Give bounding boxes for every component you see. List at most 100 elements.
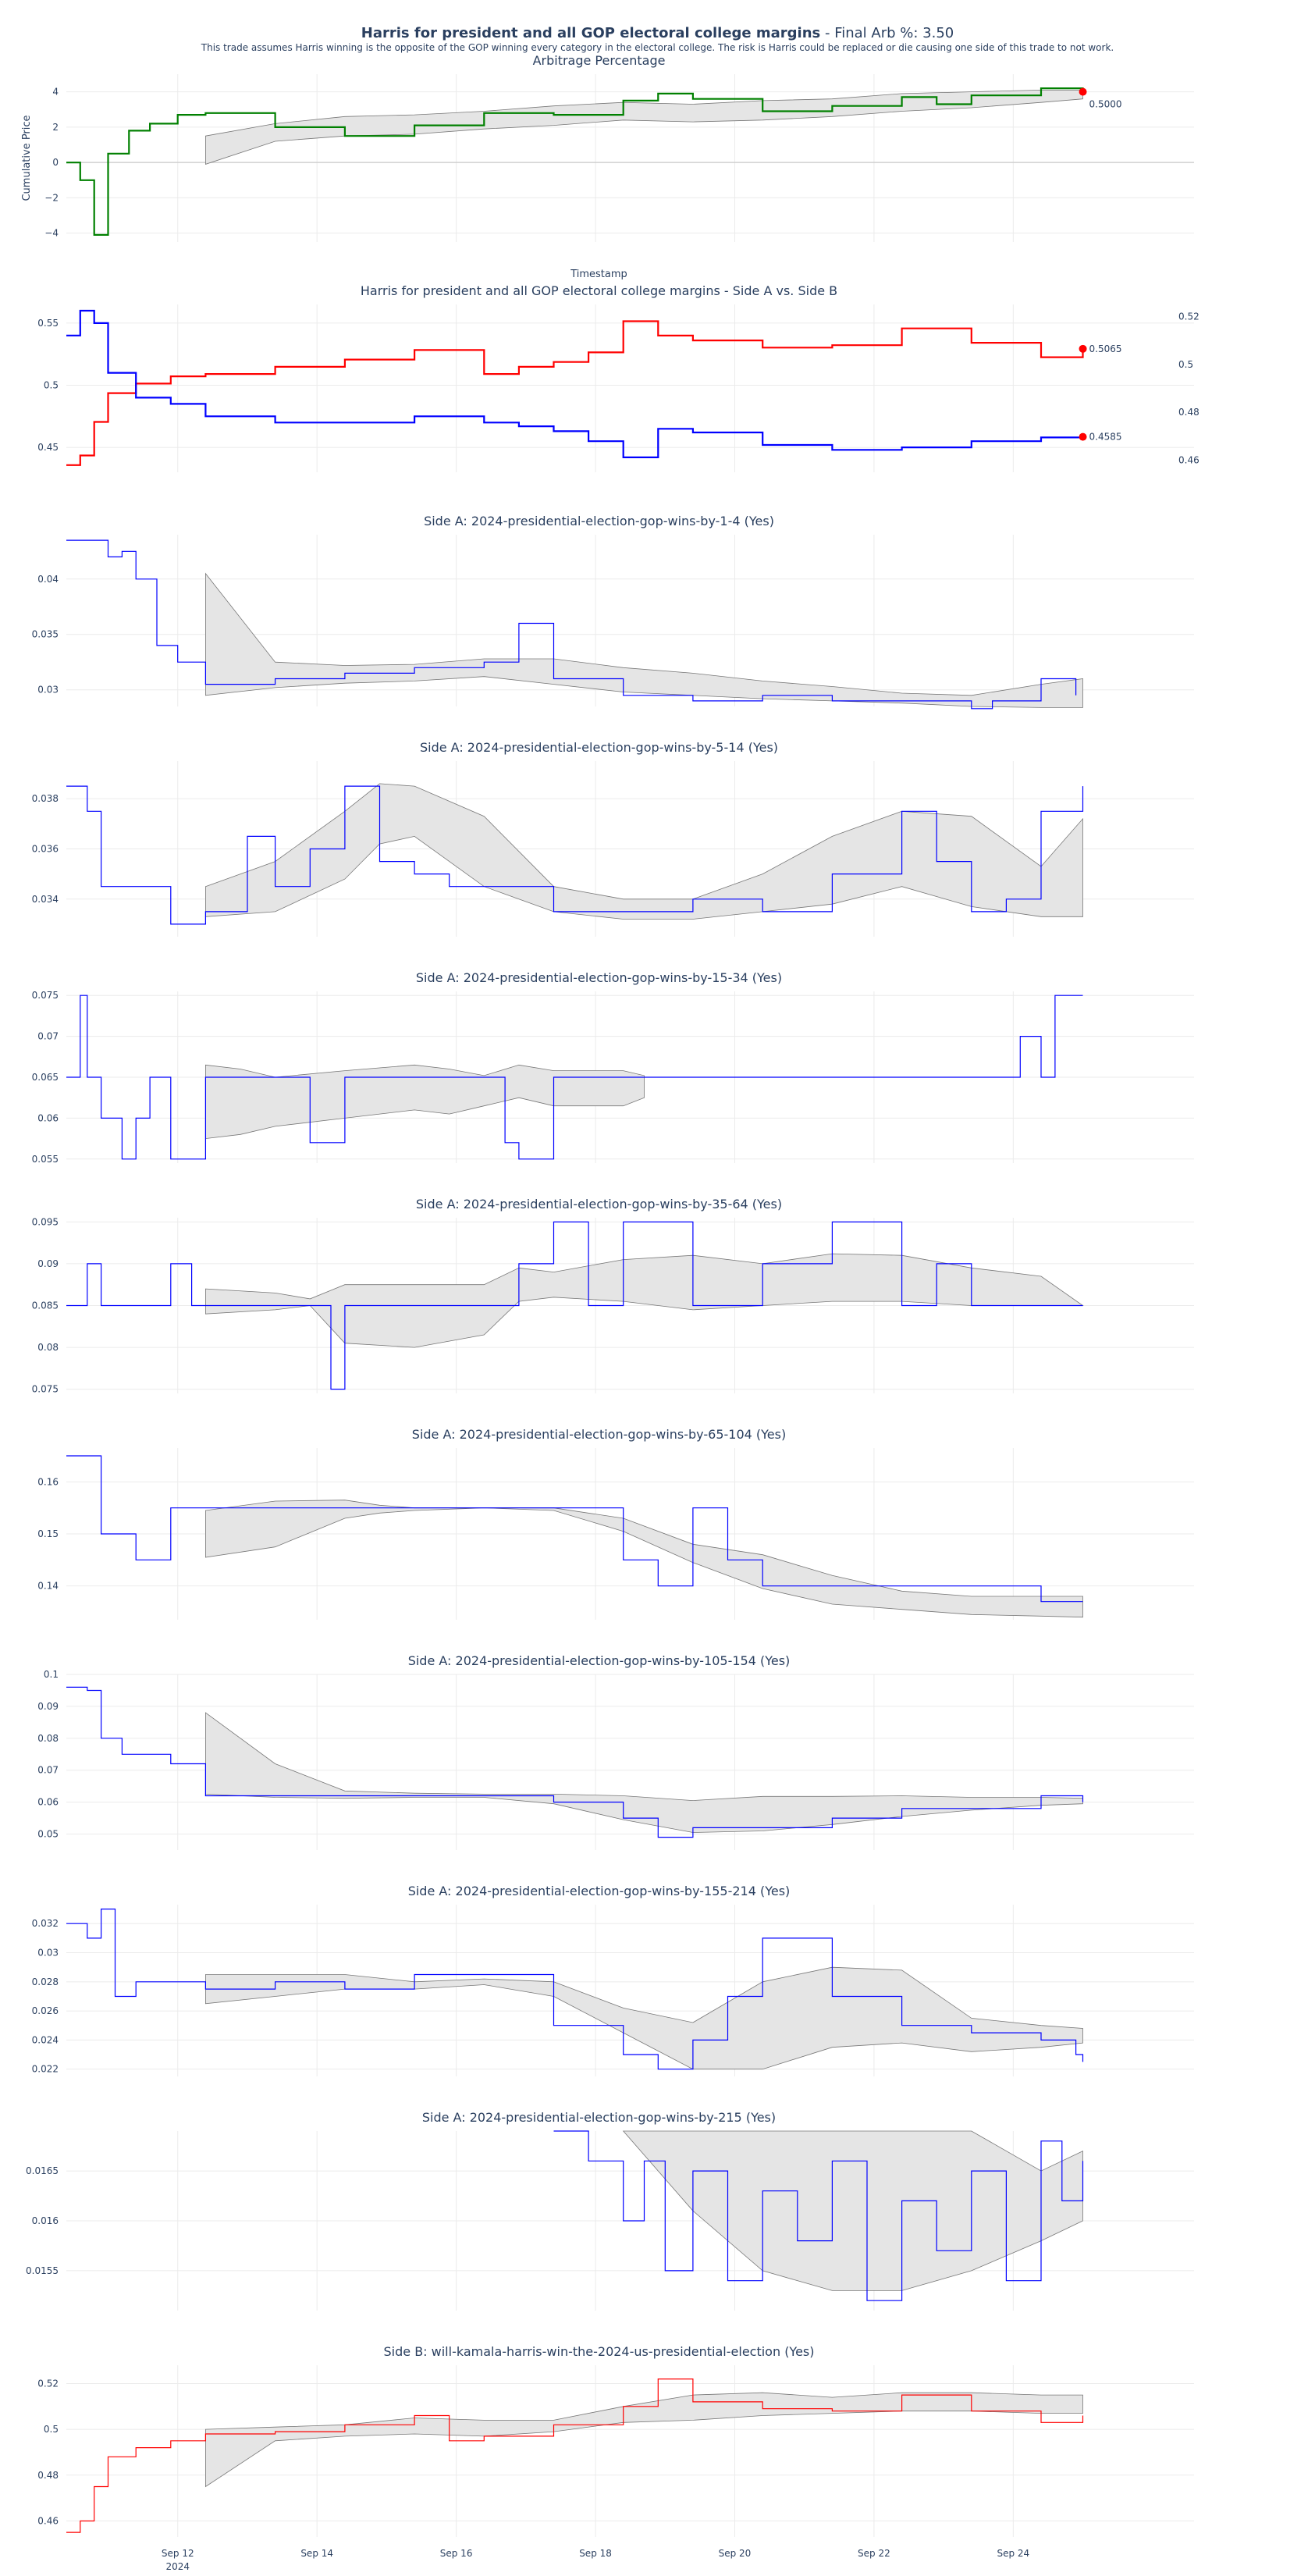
end-value-label: 0.4585: [1089, 432, 1122, 443]
rolling-band: [205, 572, 1083, 708]
y-tick-label: 0.028: [32, 1976, 59, 1987]
y-tick-label: 0.15: [37, 1528, 59, 1539]
y-tick-label: 0.07: [37, 1765, 59, 1776]
chart-panel-6: Side A: 2024-presidential-election-gop-w…: [32, 1197, 1194, 1395]
series-end-marker: [1079, 432, 1087, 441]
y-tick-label: 4: [52, 87, 59, 98]
chart-panel-8: Side A: 2024-presidential-election-gop-w…: [37, 1653, 1194, 1850]
series-line: [66, 87, 1084, 236]
chart-title: Side A: 2024-presidential-election-gop-w…: [416, 1197, 782, 1212]
chart-title: Side A: 2024-presidential-election-gop-w…: [424, 514, 774, 528]
rolling-band: [622, 2130, 1083, 2291]
rolling-band: [205, 1253, 1084, 1348]
chart-panel-11: Side B: will-kamala-harris-win-the-2024-…: [37, 2344, 1194, 2537]
y-tick-label: 0.5: [44, 380, 59, 391]
y-tick-label: 0.075: [32, 1384, 59, 1395]
y-tick-label: 0.016: [32, 2215, 59, 2226]
series-line: [553, 2130, 1084, 2301]
series-line: [66, 785, 1084, 925]
rolling-band: [205, 90, 1083, 165]
y-tick-label: 0.45: [37, 442, 59, 453]
y-tick-label: 0.14: [37, 1581, 59, 1592]
x-tick-label: Sep 20: [719, 2548, 752, 2559]
y-tick-label: 0.036: [32, 844, 59, 855]
chart-title: Side A: 2024-presidential-election-gop-w…: [420, 740, 778, 755]
chart-title: Side A: 2024-presidential-election-gop-w…: [422, 2110, 776, 2125]
y-tick-label: 0.03: [37, 1948, 59, 1959]
end-value-label: 0.5000: [1089, 99, 1122, 110]
y-tick-label: 0.03: [37, 685, 59, 696]
x-tick-label: Sep 18: [579, 2548, 612, 2559]
figure-subtitle: This trade assumes Harris winning is the…: [201, 42, 1114, 53]
y-tick-label: 0.032: [32, 1918, 59, 1929]
chart-panel-10: Side A: 2024-presidential-election-gop-w…: [26, 2110, 1194, 2311]
y-tick-label: 0.08: [37, 1342, 59, 1353]
series-end-marker: [1079, 344, 1087, 353]
y-tick-label: 0.024: [32, 2034, 59, 2045]
y-tick-label: 0.038: [32, 793, 59, 804]
y-tick-label-right: 0.48: [1178, 407, 1199, 418]
x-axis-label: Timestamp: [570, 269, 627, 280]
rolling-band: [205, 1064, 645, 1140]
y-tick-label: 0.095: [32, 1216, 59, 1227]
chart-panel-9: Side A: 2024-presidential-election-gop-w…: [32, 1884, 1194, 2076]
y-tick-label: 0.035: [32, 629, 59, 640]
rolling-band: [205, 1712, 1083, 1833]
rolling-band: [205, 783, 1083, 920]
x-tick-label: Sep 16: [440, 2548, 473, 2559]
y-tick-label: 0.034: [32, 894, 59, 905]
chart-title: Side A: 2024-presidential-election-gop-w…: [408, 1653, 791, 1668]
end-value-label: 0.5065: [1089, 343, 1122, 354]
y-tick-label: 2: [52, 122, 59, 133]
chart-title: Side A: 2024-presidential-election-gop-w…: [408, 1884, 791, 1898]
chart-panel-7: Side A: 2024-presidential-election-gop-w…: [37, 1427, 1194, 1620]
x-tick-label: Sep 22: [858, 2548, 890, 2559]
x-tick-label: Sep 12: [162, 2548, 194, 2559]
y-tick-label-right: 0.5: [1178, 359, 1193, 370]
y-tick-label: 0.52: [37, 2378, 59, 2389]
series-end-marker: [1079, 87, 1087, 96]
y-tick-label: 0.48: [37, 2470, 59, 2481]
x-tick-label: Sep 14: [300, 2548, 333, 2559]
y-tick-label: 0.055: [32, 1154, 59, 1165]
series-line: [66, 320, 1084, 466]
chart-title: Side A: 2024-presidential-election-gop-w…: [412, 1427, 786, 1442]
y-tick-label-right: 0.46: [1178, 455, 1199, 466]
chart-panel-1: Arbitrage Percentage 4 2 0 −2 −4 0.5000 Cumulat…: [21, 53, 1194, 280]
y-tick-label: 0.026: [32, 2005, 59, 2016]
y-tick-label: 0.09: [37, 1258, 59, 1269]
series-line: [66, 539, 1077, 710]
y-tick-label: 0.05: [37, 1829, 59, 1840]
figure-header: Harris for president and all GOP elector…: [0, 0, 1315, 62]
x-axis-ticks: Sep 12 Sep 14 Sep 16 Sep 18 Sep 20 Sep 22 Sep …: [162, 2548, 1029, 2572]
y-tick-label: 0.06: [37, 1797, 59, 1808]
y-tick-label: 0.06: [37, 1112, 59, 1123]
figure-title-bold: Harris for president and all GOP elector…: [361, 25, 821, 41]
chart-title: Arbitrage Percentage: [533, 53, 666, 68]
rolling-band: [205, 1500, 1083, 1618]
y-tick-label: 0.07: [37, 1031, 59, 1042]
rolling-band: [205, 1966, 1083, 2070]
x-tick-label: Sep 24: [997, 2548, 1029, 2559]
chart-title: Harris for president and all GOP elector…: [361, 283, 837, 298]
figure-title-rest: - Final Arb %: 3.50: [820, 25, 954, 41]
y-tick-label: 0.0155: [26, 2265, 59, 2276]
y-tick-label: 0.022: [32, 2064, 59, 2075]
figure-title: Harris for president and all GOP elector…: [0, 25, 1315, 41]
y-tick-label: 0.16: [37, 1476, 59, 1487]
y-tick-label: 0.065: [32, 1072, 59, 1083]
chart-panel-4: Side A: 2024-presidential-election-gop-w…: [32, 740, 1194, 937]
y-tick-label: 0.085: [32, 1300, 59, 1311]
rolling-band: [205, 2392, 1083, 2488]
series-line: [66, 1221, 1083, 1390]
y-tick-label: −4: [44, 228, 59, 239]
chart-panel-2: Harris for president and all GOP elector…: [37, 283, 1199, 472]
y-tick-label-right: 0.52: [1178, 311, 1199, 322]
y-tick-label: 0.075: [32, 990, 59, 1001]
y-tick-label: 0.1: [44, 1669, 59, 1680]
series-line: [66, 1686, 1084, 1838]
y-tick-label: 0.09: [37, 1701, 59, 1712]
y-tick-label: 0.46: [37, 2515, 59, 2526]
chart-title: Side B: will-kamala-harris-win-the-2024-…: [384, 2344, 815, 2359]
